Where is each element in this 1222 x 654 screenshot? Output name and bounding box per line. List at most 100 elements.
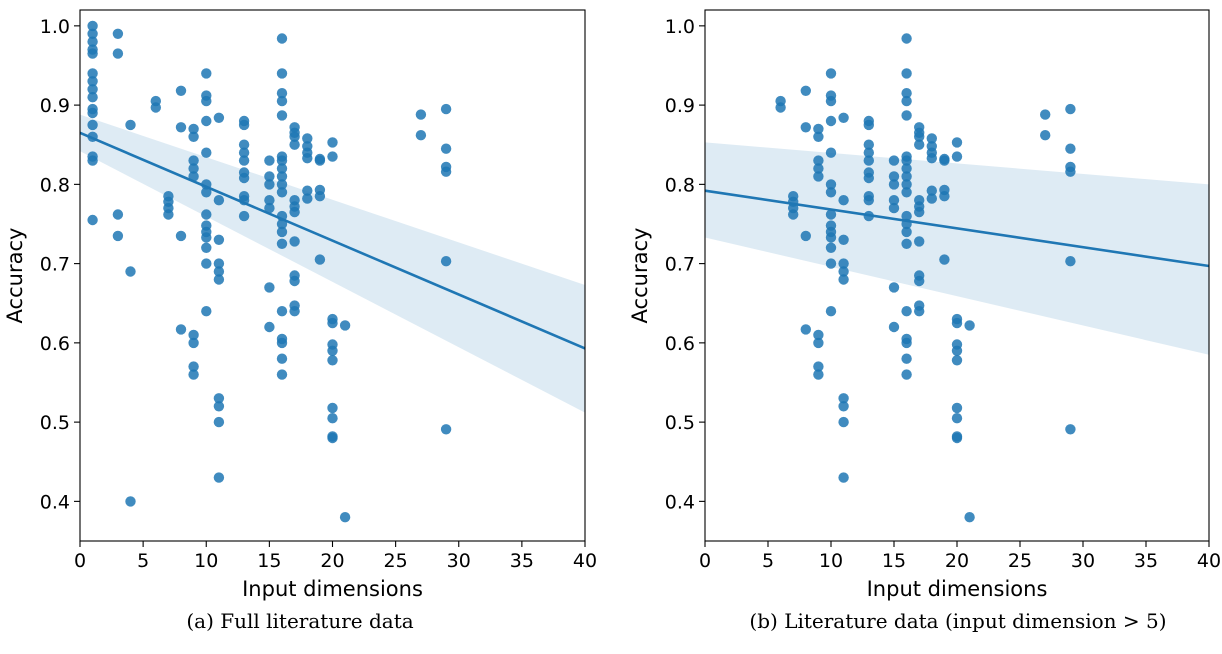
data-point bbox=[238, 210, 250, 222]
data-point bbox=[188, 329, 199, 341]
data-point bbox=[440, 143, 452, 154]
data-point bbox=[327, 402, 338, 414]
data-point bbox=[838, 274, 849, 285]
data-point bbox=[951, 402, 963, 414]
data-point bbox=[327, 432, 338, 444]
data-point bbox=[825, 187, 837, 198]
data-point bbox=[901, 226, 912, 238]
data-point bbox=[87, 119, 98, 131]
y-axis-label: Accuracy bbox=[628, 228, 652, 324]
data-point bbox=[264, 321, 275, 333]
data-point bbox=[175, 230, 187, 242]
data-point bbox=[838, 266, 849, 277]
data-point bbox=[951, 137, 963, 148]
panel-caption: (a) Full literature data bbox=[186, 609, 413, 633]
data-point bbox=[188, 163, 199, 174]
x-tick-label: 0 bbox=[699, 550, 711, 572]
data-point bbox=[951, 317, 963, 329]
data-point bbox=[201, 232, 212, 243]
data-point bbox=[888, 321, 900, 333]
data-point bbox=[175, 122, 187, 133]
data-point bbox=[914, 206, 925, 218]
data-point bbox=[914, 139, 925, 150]
x-tick-label: 30 bbox=[1071, 550, 1095, 572]
data-point bbox=[238, 139, 250, 150]
data-point bbox=[901, 68, 912, 79]
data-point bbox=[276, 238, 288, 249]
data-point bbox=[813, 155, 824, 166]
data-point bbox=[87, 84, 98, 95]
data-point bbox=[951, 413, 963, 424]
data-point bbox=[238, 155, 250, 166]
data-point bbox=[825, 68, 837, 79]
data-point bbox=[926, 153, 937, 164]
data-point bbox=[276, 171, 288, 182]
data-point bbox=[125, 266, 136, 277]
data-point bbox=[87, 68, 98, 79]
data-point bbox=[264, 202, 275, 214]
data-point bbox=[238, 147, 250, 158]
data-point bbox=[188, 131, 199, 142]
panel-b: 0 5 10 15 20 25 30 35 40 0.4 0.5 0.6 0.7 0.8 0.9 1.0 Inp… bbox=[628, 9, 1221, 633]
data-point bbox=[901, 179, 912, 190]
data-point bbox=[838, 195, 849, 206]
data-point bbox=[800, 230, 811, 242]
regression-line bbox=[704, 189, 1210, 268]
data-point bbox=[201, 95, 212, 107]
data-point bbox=[901, 95, 912, 107]
y-axis-label: Accuracy bbox=[3, 228, 27, 324]
data-point bbox=[201, 258, 212, 269]
data-point bbox=[276, 179, 288, 190]
x-tick-label: 40 bbox=[573, 550, 597, 572]
data-point bbox=[901, 88, 912, 99]
data-point bbox=[825, 115, 837, 127]
data-point bbox=[188, 369, 199, 380]
data-point bbox=[201, 68, 212, 79]
data-point bbox=[213, 401, 225, 412]
y-tick-label: 0.9 bbox=[40, 95, 70, 117]
data-point bbox=[901, 353, 912, 364]
data-point bbox=[276, 226, 288, 238]
panel-a: 0 5 10 15 20 25 30 35 40 0.4 0.5 0.6 0.7 0.8 0.9 1.0 Inp… bbox=[3, 9, 597, 633]
data-point bbox=[1065, 143, 1076, 154]
data-point bbox=[87, 20, 98, 32]
data-point bbox=[888, 282, 900, 293]
data-point bbox=[901, 210, 912, 222]
y-tick-label: 0.4 bbox=[665, 491, 695, 513]
data-point bbox=[213, 234, 225, 245]
x-tick-label: 25 bbox=[1008, 550, 1032, 572]
data-point bbox=[888, 171, 900, 182]
data-point bbox=[1065, 424, 1076, 435]
data-point bbox=[775, 102, 786, 113]
data-point bbox=[800, 122, 811, 133]
data-point bbox=[813, 171, 824, 182]
data-point bbox=[901, 110, 912, 121]
data-point bbox=[264, 171, 275, 182]
data-point bbox=[838, 112, 849, 124]
data-point bbox=[914, 275, 925, 287]
data-point bbox=[901, 163, 912, 174]
data-point bbox=[302, 185, 313, 196]
data-point bbox=[914, 131, 925, 142]
data-point bbox=[901, 171, 912, 182]
data-point bbox=[825, 147, 837, 158]
data-point bbox=[276, 353, 288, 364]
data-point bbox=[813, 329, 824, 341]
data-point bbox=[951, 355, 963, 366]
data-point bbox=[939, 191, 950, 202]
data-point bbox=[213, 195, 225, 206]
data-point bbox=[825, 95, 837, 107]
data-point bbox=[87, 28, 98, 39]
x-axis-label: Input dimensions bbox=[242, 577, 423, 601]
data-point bbox=[901, 369, 912, 380]
data-point bbox=[964, 320, 975, 331]
data-point bbox=[813, 337, 824, 349]
data-point bbox=[276, 110, 288, 121]
x-axis-label: Input dimensions bbox=[867, 577, 1048, 601]
y-tick-label: 0.6 bbox=[40, 333, 70, 355]
data-point bbox=[125, 496, 136, 507]
data-point bbox=[901, 337, 912, 349]
data-point bbox=[825, 232, 837, 243]
data-point bbox=[276, 33, 288, 44]
